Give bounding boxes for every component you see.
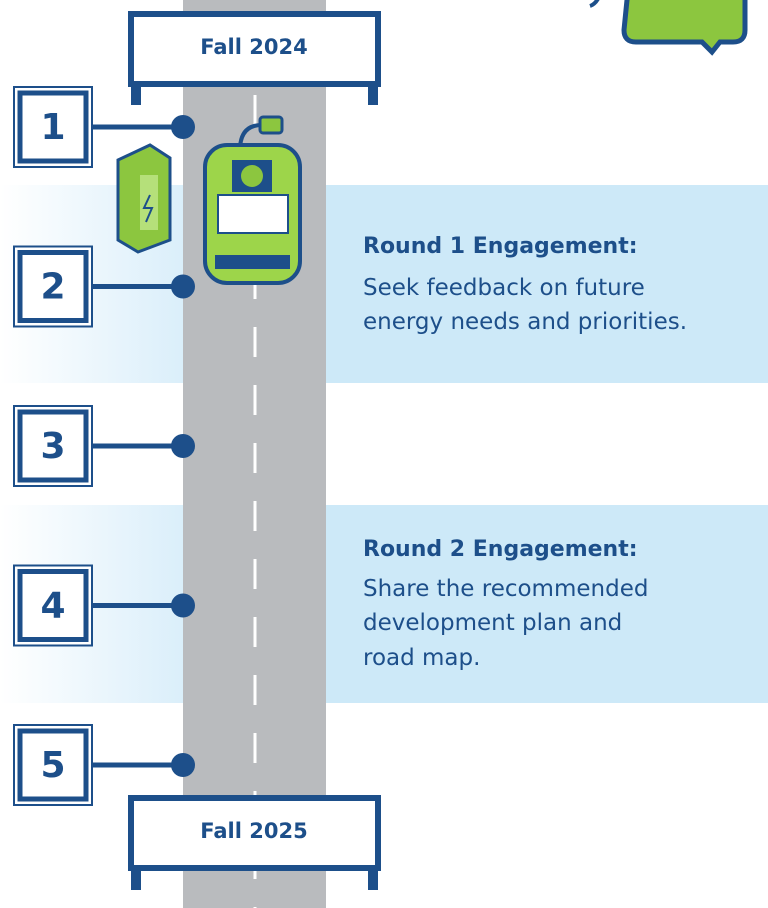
round-text: development plan and (363, 610, 622, 636)
round-title: Round 1 Engagement: (363, 234, 638, 259)
round-text: Seek feedback on future (363, 275, 645, 301)
step-dot (171, 594, 195, 618)
banner-label: Fall 2024 (200, 35, 307, 59)
step-dot (171, 275, 195, 299)
charger (118, 145, 170, 252)
infographic: Fall 2024 Fall 2025 1 2 3 4 5 Round 1 Engage… (0, 0, 768, 908)
round-text: energy needs and priorities. (363, 309, 687, 335)
round-text: Share the recommended (363, 576, 648, 602)
round-title: Round 2 Engagement: (363, 537, 638, 562)
banner-label: Fall 2025 (200, 819, 307, 843)
step-number: 5 (40, 745, 65, 786)
step-dot (171, 753, 195, 777)
round-text: road map. (363, 645, 480, 671)
step-dot (171, 434, 195, 458)
step-number: 1 (40, 107, 65, 148)
step-number: 3 (40, 426, 65, 467)
step-number: 4 (40, 586, 65, 627)
step-number: 2 (40, 267, 65, 308)
round-panel (300, 505, 768, 703)
speech-bubble (624, 0, 745, 52)
bubble-tail (590, 0, 600, 6)
step-dot (171, 115, 195, 139)
